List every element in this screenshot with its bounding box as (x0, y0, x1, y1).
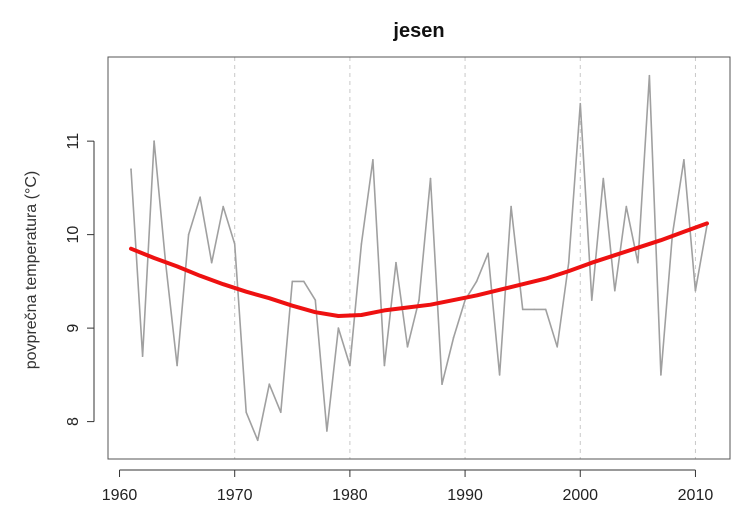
data-point-1988 (441, 383, 443, 386)
data-point-1983 (383, 364, 386, 367)
data-series (129, 74, 709, 442)
y-axis-label: povprečna temperatura (°C) (23, 171, 40, 369)
data-point-1986 (418, 299, 420, 301)
y-tick-label: 8 (65, 417, 82, 426)
data-point-2009 (683, 159, 685, 161)
data-point-2005 (637, 261, 639, 264)
data-point-1982 (372, 159, 374, 161)
data-point-1975 (291, 280, 294, 283)
data-point-1965 (176, 364, 178, 367)
data-point-1979 (337, 327, 340, 329)
data-point-2000 (579, 102, 582, 105)
data-point-2004 (625, 205, 628, 208)
trend-line (129, 221, 709, 318)
data-point-1995 (521, 308, 524, 311)
data-point-1991 (475, 280, 478, 283)
x-tick-label: 1980 (332, 487, 368, 504)
data-point-1971 (245, 411, 248, 414)
data-point-1980 (349, 364, 351, 367)
data-point-1969 (222, 205, 224, 208)
data-point-2010 (694, 289, 697, 292)
data-point-1967 (199, 196, 201, 199)
data-point-1993 (498, 374, 501, 376)
x-tick-label: 1990 (447, 487, 483, 504)
data-point-1981 (360, 243, 363, 245)
data-point-1992 (487, 252, 489, 255)
data-point-1997 (544, 308, 547, 311)
x-tick-label: 1960 (102, 487, 138, 504)
data-point-1974 (279, 411, 282, 414)
y-tick-label: 10 (65, 226, 82, 244)
data-point-1961 (130, 168, 132, 170)
axes: 8 9 10 11 1960 1970 1980 1990 2000 2010 (65, 133, 713, 504)
data-point-2001 (590, 299, 593, 301)
data-point-1972 (256, 439, 259, 442)
data-point-1973 (268, 383, 271, 386)
grid-lines (234, 57, 696, 459)
temperature-series-line (130, 74, 708, 442)
x-tick-label: 2000 (562, 487, 598, 504)
chart-title: jesen (392, 20, 444, 42)
plot-frame (107, 56, 731, 460)
data-point-1984 (395, 261, 397, 264)
data-point-2002 (602, 177, 605, 180)
data-point-1962 (141, 355, 144, 357)
data-point-1996 (533, 308, 535, 311)
data-point-2003 (614, 289, 616, 292)
data-point-1999 (567, 261, 570, 264)
data-point-1966 (187, 233, 190, 236)
data-point-1968 (210, 261, 213, 264)
data-point-1963 (153, 140, 155, 142)
data-point-1978 (326, 430, 328, 432)
data-point-1977 (314, 299, 317, 301)
data-point-1987 (429, 177, 432, 180)
data-point-1998 (556, 346, 559, 348)
data-point-1994 (510, 205, 512, 208)
y-tick-label: 9 (65, 324, 82, 333)
data-point-1970 (233, 243, 236, 245)
data-point-2006 (648, 74, 651, 77)
x-tick-label: 1970 (217, 487, 253, 504)
y-tick-label: 11 (65, 133, 82, 150)
data-point-2007 (660, 374, 662, 376)
x-tick-label: 2010 (678, 487, 714, 504)
data-point-1985 (406, 346, 409, 348)
data-point-1976 (303, 280, 305, 283)
data-point-1989 (452, 336, 455, 339)
